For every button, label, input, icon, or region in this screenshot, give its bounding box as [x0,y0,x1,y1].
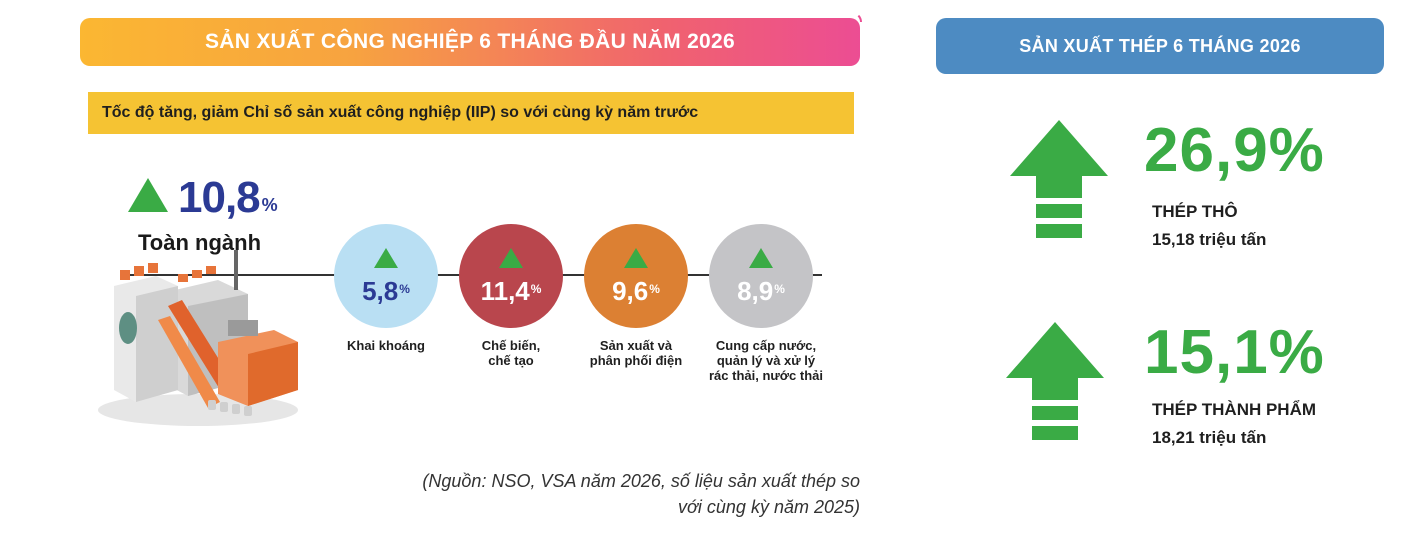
sector-label-line: Cung cấp nước, [715,338,817,353]
sector-label-line: Khai khoáng [346,338,425,353]
up-arrow-icon [1006,322,1104,440]
sector-label-line: phân phối điện [589,353,683,368]
total-value: 10,8 [178,173,261,222]
sector-value: 8,9 [737,276,774,306]
banner-decoration [852,12,862,22]
sector-bubble-manufacturing: 11,4% [459,224,563,328]
section-banner: SẢN XUẤT CÔNG NGHIỆP 6 THÁNG ĐẦU NĂM 202… [80,18,860,66]
up-arrow-icon [1010,120,1108,238]
sector-value: 9,6 [612,276,649,306]
sector-label-water: Cung cấp nước, quản lý và xử lý rác thải… [696,338,836,383]
sector-label-line: Chế biến, [481,338,541,353]
up-arrow-icon [128,178,168,212]
source-line: (Nguồn: NSO, VSA năm 2026, số liệu sản x… [422,471,860,491]
sector-bubble-mining: 5,8% [334,224,438,328]
steel-growth-value: 26,9% [1144,116,1325,185]
section-title: SẢN XUẤT CÔNG NGHIỆP 6 THÁNG ĐẦU NĂM 202… [205,30,735,53]
source-note: (Nguồn: NSO, VSA năm 2026, số liệu sản x… [270,468,860,520]
sector-label-electricity: Sản xuất và phân phối điện [571,338,701,368]
total-unit: % [261,195,278,215]
sector-bubble-electricity: 9,6% [584,224,688,328]
sector-unit: % [649,282,660,296]
sector-label-line: quản lý và xử lý [716,353,816,368]
steel-name: THÉP THÔ [1152,202,1238,221]
up-arrow-icon [749,248,773,268]
sector-value: 11,4 [480,276,530,306]
source-line: với cùng kỳ năm 2025) [678,497,860,517]
steel-amount: 18,21 triệu tấn [1152,428,1267,447]
sector-bubble-water: 8,9% [709,224,813,328]
steel-growth-value: 15,1% [1144,318,1325,387]
up-arrow-icon [499,248,523,268]
sector-label-line: Sản xuất và [599,338,673,353]
factory-illustration [98,250,298,426]
sector-label-line: rác thải, nước thải [708,368,824,383]
up-arrow-icon [374,248,398,268]
sector-unit: % [530,282,542,296]
sector-unit: % [399,282,410,296]
up-arrow-icon [624,248,648,268]
sector-label-mining: Khai khoáng [321,338,451,353]
sector-label-line: chế tạo [488,353,534,368]
total-label: Toàn ngành [138,230,262,255]
steel-amount: 15,18 triệu tấn [1152,230,1267,249]
steel-header: SẢN XUẤT THÉP 6 THÁNG 2026 [936,18,1384,74]
steel-name: THÉP THÀNH PHẨM [1152,400,1317,419]
sector-label-manufacturing: Chế biến, chế tạo [446,338,576,368]
steel-title: SẢN XUẤT THÉP 6 THÁNG 2026 [1019,35,1301,56]
chart-subtitle-bar: Tốc độ tăng, giảm Chỉ số sản xuất công n… [88,92,854,134]
sector-unit: % [774,282,785,296]
chart-subtitle: Tốc độ tăng, giảm Chỉ số sản xuất công n… [102,104,699,121]
total-growth: 10,8 % [128,176,278,220]
sector-value: 5,8 [362,276,399,306]
